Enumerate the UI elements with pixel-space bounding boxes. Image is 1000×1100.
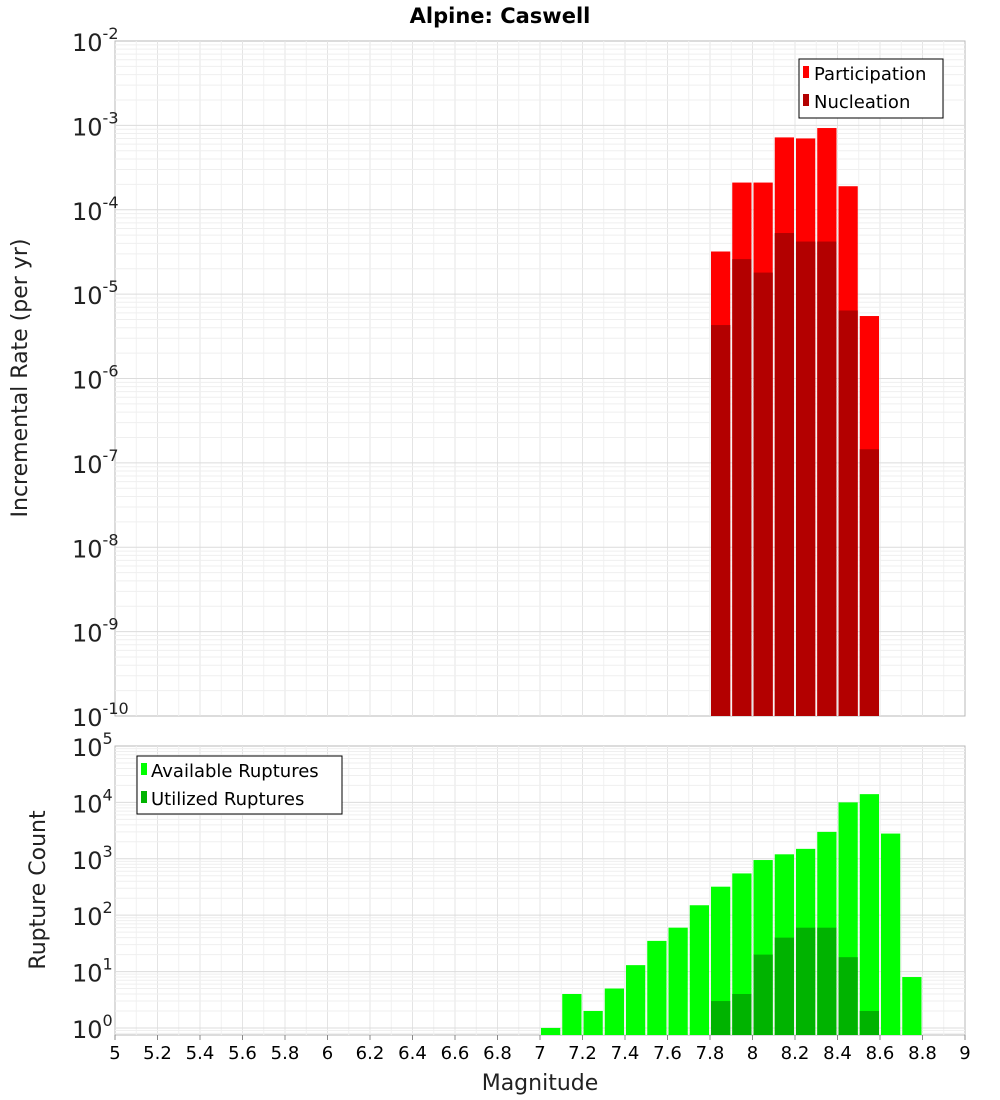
rate-bar-nucleation <box>817 241 837 717</box>
rate-bar-nucleation <box>732 259 752 716</box>
y-tick-label: 10-3 <box>72 108 119 141</box>
x-tick-label: 8.8 <box>908 1043 937 1064</box>
count-bar-utilized-ruptures <box>817 927 837 1035</box>
rate-legend-box <box>798 58 944 119</box>
y-tick-label: 10-9 <box>72 615 119 648</box>
x-tick-label: 6.8 <box>483 1043 512 1064</box>
rate-bars <box>711 128 879 717</box>
y-tick-label: 104 <box>72 785 113 818</box>
legend-swatch-participation <box>803 66 809 78</box>
legend-swatch-nucleation <box>803 94 809 106</box>
count-bar-available-ruptures <box>689 905 709 1035</box>
count-bar-available-ruptures <box>668 927 688 1035</box>
legend-swatch-utilized <box>141 791 147 803</box>
x-tick-label: 5.6 <box>228 1043 257 1064</box>
count-bar-utilized-ruptures <box>796 927 816 1035</box>
count-bar-utilized-ruptures <box>774 937 794 1035</box>
count-panel: 105 104 103 102 101 100 5 5.2 5.4 5.6 5.8 6 6.2 6.4 6… <box>26 729 971 1096</box>
legend-label-nucleation: Nucleation <box>814 92 910 113</box>
legend-label-utilized: Utilized Ruptures <box>151 789 304 810</box>
y-tick-label: 10-6 <box>72 362 119 395</box>
legend-label-available: Available Ruptures <box>151 761 319 782</box>
count-bar-available-ruptures <box>711 886 731 1035</box>
x-tick-label: 8.4 <box>823 1043 852 1064</box>
count-y-tick-labels: 105 104 103 102 101 100 <box>72 729 113 1044</box>
y-tick-label: 10-10 <box>72 699 129 732</box>
y-tick-label: 10-2 <box>72 24 119 57</box>
x-tick-label: 5.8 <box>271 1043 300 1064</box>
count-bar-available-ruptures <box>902 977 922 1035</box>
count-bar-available-ruptures <box>647 940 667 1035</box>
x-tick-label: 7.2 <box>568 1043 597 1064</box>
rate-bar-nucleation <box>796 241 816 717</box>
x-tick-label: 6.4 <box>398 1043 427 1064</box>
rate-y-axis-label: Incremental Rate (per yr) <box>8 239 33 518</box>
count-bar-available-ruptures <box>541 1027 561 1035</box>
count-bars <box>541 794 922 1035</box>
y-tick-label: 100 <box>72 1011 113 1044</box>
y-tick-label: 10-8 <box>72 530 119 563</box>
count-bar-available-ruptures <box>626 965 646 1035</box>
x-axis-label: Magnitude <box>482 1071 599 1096</box>
count-bar-utilized-ruptures <box>838 957 858 1035</box>
y-tick-label: 10-4 <box>72 193 119 226</box>
x-tick-label: 7.6 <box>653 1043 682 1064</box>
count-bar-utilized-ruptures <box>859 1010 879 1035</box>
rate-bar-nucleation <box>859 449 879 716</box>
rate-bar-nucleation <box>774 233 794 716</box>
x-tick-label: 5.4 <box>186 1043 215 1064</box>
x-tick-label: 7.4 <box>611 1043 640 1064</box>
x-tick-label: 5.2 <box>143 1043 172 1064</box>
count-bar-available-ruptures <box>583 1010 603 1035</box>
y-tick-label: 101 <box>72 955 113 988</box>
rate-panel: 10-2 10-3 10-4 10-5 10-6 10-7 10-8 10-9 10-10 In… <box>8 24 966 732</box>
count-legend: Available Ruptures Utilized Ruptures <box>136 755 343 815</box>
x-tick-label: 5 <box>109 1043 120 1064</box>
count-bar-utilized-ruptures <box>732 994 752 1035</box>
x-tick-label: 9 <box>959 1043 970 1064</box>
x-tick-label: 7 <box>534 1043 545 1064</box>
count-legend-box <box>136 755 343 815</box>
rate-bar-nucleation <box>838 310 858 716</box>
y-tick-label: 10-7 <box>72 446 119 479</box>
x-tick-label: 6.6 <box>441 1043 470 1064</box>
x-tick-label: 8.2 <box>781 1043 810 1064</box>
y-tick-label: 103 <box>72 842 113 875</box>
count-y-axis-label: Rupture Count <box>26 810 51 970</box>
y-tick-label: 105 <box>72 729 113 762</box>
y-tick-label: 102 <box>72 898 113 931</box>
rate-legend: Participation Nucleation <box>798 58 944 119</box>
x-tick-label: 8 <box>747 1043 758 1064</box>
y-tick-label: 10-5 <box>72 277 119 310</box>
x-tick-labels: 5 5.2 5.4 5.6 5.8 6 6.2 6.4 6.6 6.8 7 7.2 7.4 7.6 7.8 8… <box>109 1035 971 1064</box>
count-bar-available-ruptures <box>859 794 879 1035</box>
legend-swatch-available <box>141 763 147 775</box>
count-bar-utilized-ruptures <box>711 1001 731 1035</box>
count-bar-available-ruptures <box>604 988 624 1035</box>
rate-bar-nucleation <box>753 272 773 716</box>
rate-bar-nucleation <box>711 325 731 716</box>
x-tick-label: 6.2 <box>356 1043 385 1064</box>
count-bar-utilized-ruptures <box>753 954 773 1035</box>
count-bar-available-ruptures <box>881 833 901 1035</box>
legend-label-participation: Participation <box>814 64 926 85</box>
count-bar-available-ruptures <box>562 994 582 1035</box>
rate-gridlines <box>115 41 965 716</box>
x-tick-label: 6 <box>322 1043 333 1064</box>
chart-title: Alpine: Caswell <box>410 4 591 28</box>
rate-y-tick-labels: 10-2 10-3 10-4 10-5 10-6 10-7 10-8 10-9 10-10 <box>72 24 129 732</box>
x-tick-label: 8.6 <box>866 1043 895 1064</box>
x-tick-label: 7.8 <box>696 1043 725 1064</box>
